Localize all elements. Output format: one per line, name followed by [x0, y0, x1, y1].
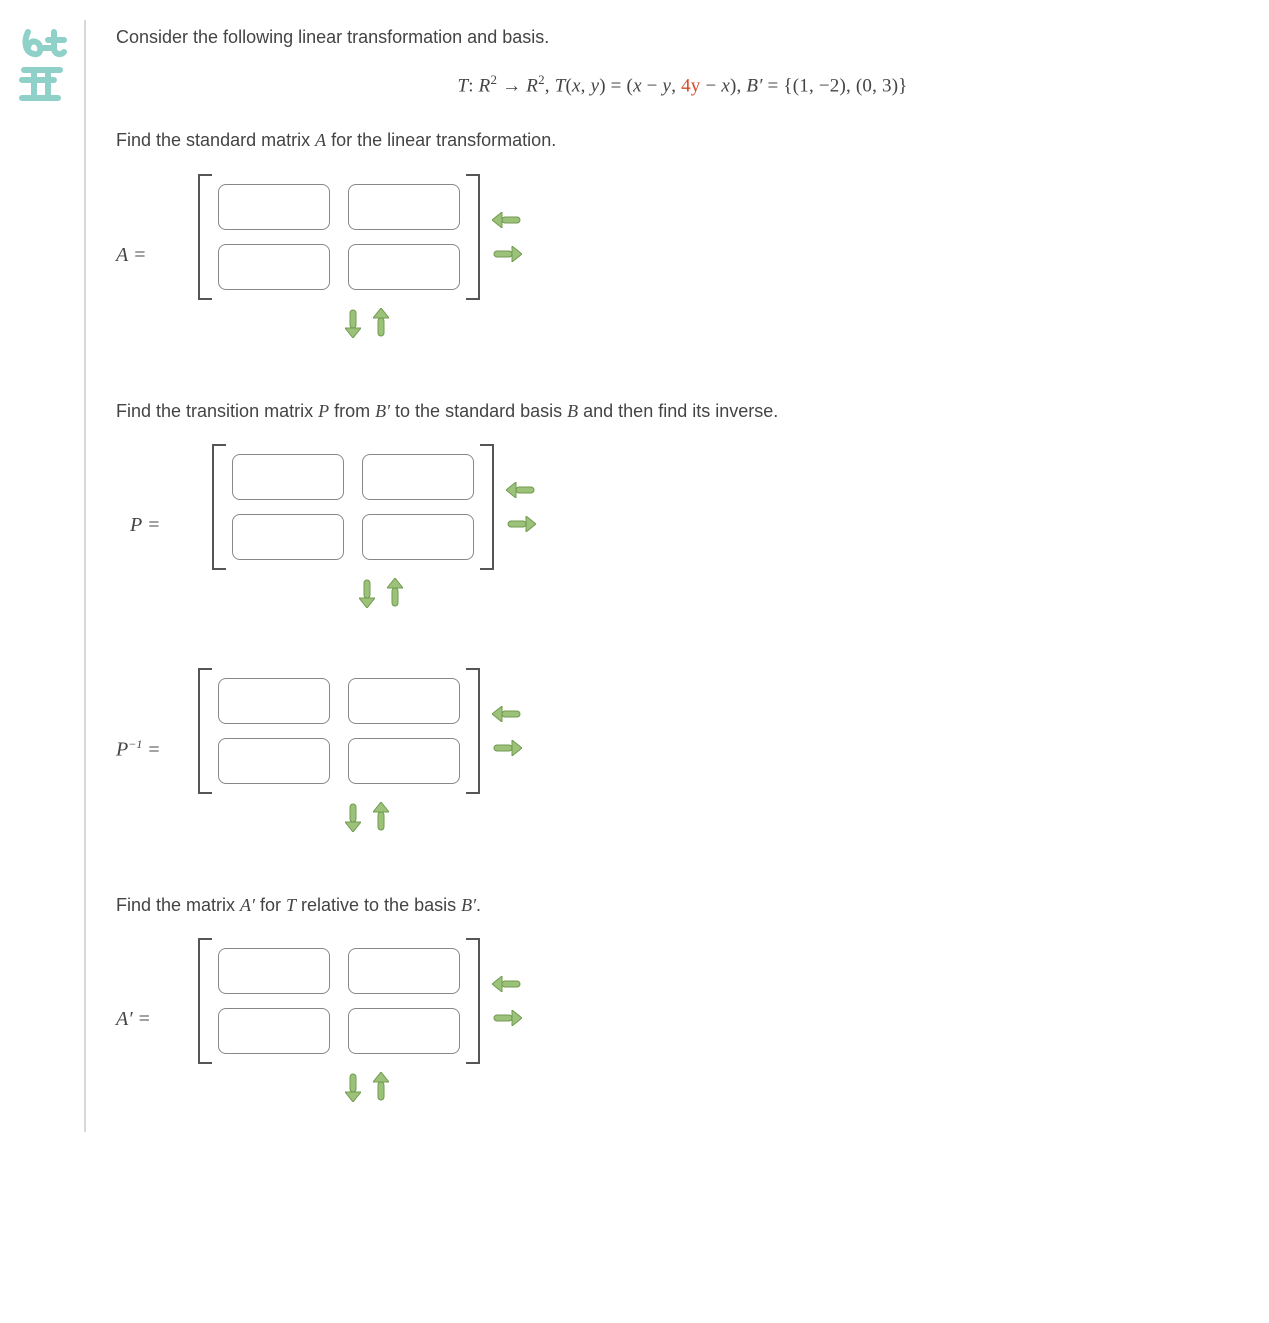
label-P: P= [116, 514, 212, 537]
margin-annotation [0, 20, 84, 102]
bracket-right [466, 668, 480, 794]
matrix-P-cell-1-0[interactable] [232, 514, 344, 560]
matrix-Pinv-cell-0-1[interactable] [348, 678, 460, 724]
matrix-A-cell-0-1[interactable] [348, 184, 460, 230]
matrix-A-cell-1-0[interactable] [218, 244, 330, 290]
remove-row-icon[interactable] [373, 308, 389, 338]
label-Aprime: A′= [116, 1008, 198, 1031]
matrix-Pinv-cells [212, 668, 466, 794]
remove-row-icon[interactable] [373, 1072, 389, 1102]
bracket-right [480, 444, 494, 570]
add-col-icon[interactable] [492, 740, 522, 756]
matrix-P-cell-1-1[interactable] [362, 514, 474, 560]
add-row-icon[interactable] [345, 1072, 361, 1102]
part2-text: Find the transition matrix P from B′ to … [116, 398, 1249, 424]
matrix-A-row: A= [116, 174, 1249, 338]
remove-col-icon[interactable] [492, 706, 522, 722]
remove-row-icon[interactable] [373, 802, 389, 832]
add-row-icon[interactable] [345, 802, 361, 832]
label-Pinv: P−1= [116, 737, 198, 762]
add-col-icon[interactable] [506, 516, 536, 532]
matrix-Aprime-cell-0-0[interactable] [218, 948, 330, 994]
label-A: A= [116, 244, 198, 267]
matrix-Pinv-cell-1-1[interactable] [348, 738, 460, 784]
bracket-left [198, 938, 212, 1064]
matrix-Aprime-cell-1-1[interactable] [348, 1008, 460, 1054]
matrix-Pinv-row: P−1= [116, 668, 1249, 832]
bracket-right [466, 174, 480, 300]
matrix-A-cells [212, 174, 466, 300]
bracket-right [466, 938, 480, 1064]
bracket-left [212, 444, 226, 570]
matrix-P-row: P= [116, 444, 1249, 608]
bracket-left [198, 174, 212, 300]
remove-row-icon[interactable] [387, 578, 403, 608]
question-body: Consider the following linear transforma… [84, 20, 1269, 1132]
transformation-definition: T: R2 → R2, T(x, y) = (x − y, 4y − x), B… [116, 72, 1249, 97]
matrix-Aprime-row: A′= [116, 938, 1249, 1102]
matrix-Aprime-cells [212, 938, 466, 1064]
matrix-Aprime-cell-0-1[interactable] [348, 948, 460, 994]
part3-text: Find the matrix A′ for T relative to the… [116, 892, 1249, 918]
intro-text: Consider the following linear transforma… [116, 24, 1249, 50]
matrix-P-cell-0-1[interactable] [362, 454, 474, 500]
add-col-icon[interactable] [492, 1010, 522, 1026]
remove-col-icon[interactable] [506, 482, 536, 498]
matrix-Pinv-cell-1-0[interactable] [218, 738, 330, 784]
matrix-P-cells [226, 444, 480, 570]
remove-col-icon[interactable] [492, 976, 522, 992]
matrix-P-cell-0-0[interactable] [232, 454, 344, 500]
matrix-Aprime-cell-1-0[interactable] [218, 1008, 330, 1054]
matrix-Pinv-cell-0-0[interactable] [218, 678, 330, 724]
add-row-icon[interactable] [345, 308, 361, 338]
part1-text: Find the standard matrix A for the linea… [116, 127, 1249, 153]
add-row-icon[interactable] [359, 578, 375, 608]
bracket-left [198, 668, 212, 794]
matrix-A-cell-0-0[interactable] [218, 184, 330, 230]
matrix-A-cell-1-1[interactable] [348, 244, 460, 290]
add-col-icon[interactable] [492, 246, 522, 262]
remove-col-icon[interactable] [492, 212, 522, 228]
